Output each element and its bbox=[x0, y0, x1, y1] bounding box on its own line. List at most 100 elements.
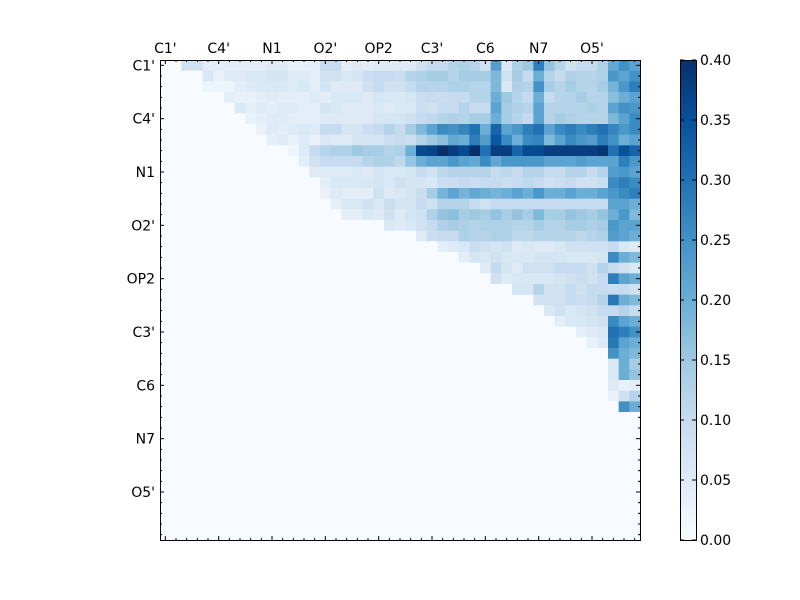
heatmap-cell bbox=[213, 422, 225, 434]
heatmap-cell bbox=[608, 444, 620, 456]
heatmap-cell bbox=[352, 433, 364, 445]
heatmap-cell bbox=[469, 220, 481, 232]
heatmap-cell bbox=[341, 476, 353, 488]
heatmap-cell bbox=[373, 358, 385, 370]
heatmap-cell bbox=[405, 209, 417, 221]
heatmap-cell bbox=[181, 156, 193, 168]
heatmap-cell bbox=[469, 305, 481, 317]
heatmap-cell bbox=[501, 177, 513, 189]
heatmap-cell bbox=[309, 209, 321, 221]
heatmap-cell bbox=[330, 134, 342, 146]
heatmap-cell bbox=[160, 209, 172, 221]
heatmap-cell bbox=[266, 124, 278, 136]
heatmap-cell bbox=[597, 294, 609, 306]
heatmap-cell bbox=[533, 529, 545, 541]
heatmap-cell bbox=[565, 145, 577, 157]
heatmap-cell bbox=[618, 230, 630, 242]
heatmap-cell bbox=[565, 188, 577, 200]
heatmap-cell bbox=[288, 401, 300, 413]
heatmap-cell bbox=[629, 369, 641, 381]
heatmap-cell bbox=[341, 369, 353, 381]
heatmap-cell bbox=[618, 454, 630, 466]
heatmap-cell bbox=[373, 166, 385, 178]
heatmap-cell bbox=[522, 241, 534, 253]
heatmap-cell bbox=[597, 284, 609, 296]
heatmap-cell bbox=[362, 273, 374, 285]
heatmap-cell bbox=[320, 220, 332, 232]
heatmap-cell bbox=[458, 60, 470, 72]
heatmap-cell bbox=[480, 188, 492, 200]
heatmap-cell bbox=[576, 476, 588, 488]
heatmap-cell bbox=[330, 454, 342, 466]
heatmap-cell bbox=[405, 326, 417, 338]
heatmap-cell bbox=[234, 518, 246, 530]
heatmap-cell bbox=[288, 284, 300, 296]
heatmap-cell bbox=[458, 241, 470, 253]
heatmap-cell bbox=[544, 124, 556, 136]
heatmap-cell bbox=[490, 412, 502, 424]
colorbar-tick-label: 0.35 bbox=[700, 113, 731, 129]
heatmap-cell bbox=[405, 422, 417, 434]
heatmap-cell bbox=[480, 358, 492, 370]
heatmap-cell bbox=[277, 145, 289, 157]
heatmap-cell bbox=[224, 241, 236, 253]
heatmap-cell bbox=[586, 166, 598, 178]
heatmap-cell bbox=[213, 166, 225, 178]
heatmap-cell bbox=[618, 145, 630, 157]
heatmap-cell bbox=[320, 337, 332, 349]
heatmap-cell bbox=[522, 70, 534, 82]
heatmap-cell bbox=[202, 60, 214, 72]
heatmap-cell bbox=[522, 305, 534, 317]
heatmap-cell bbox=[597, 177, 609, 189]
heatmap-cell bbox=[341, 156, 353, 168]
heatmap-cell bbox=[202, 390, 214, 402]
heatmap-cell bbox=[309, 230, 321, 242]
heatmap-cell bbox=[266, 444, 278, 456]
heatmap-cell bbox=[362, 465, 374, 477]
heatmap-cell bbox=[320, 166, 332, 178]
heatmap-cell bbox=[501, 70, 513, 82]
heatmap-cell bbox=[597, 134, 609, 146]
heatmap-cell bbox=[341, 348, 353, 360]
heatmap-cell bbox=[512, 188, 524, 200]
heatmap-cell bbox=[234, 70, 246, 82]
heatmap-cell bbox=[384, 508, 396, 520]
heatmap-cell bbox=[405, 390, 417, 402]
heatmap-cell bbox=[512, 369, 524, 381]
heatmap-cell bbox=[501, 316, 513, 328]
heatmap-cell bbox=[341, 294, 353, 306]
heatmap-cell bbox=[245, 465, 257, 477]
heatmap-cell bbox=[554, 486, 566, 498]
heatmap-cell bbox=[288, 412, 300, 424]
heatmap-cell bbox=[213, 188, 225, 200]
heatmap-cell bbox=[330, 102, 342, 114]
heatmap-cell bbox=[629, 348, 641, 360]
heatmap-cell bbox=[448, 294, 460, 306]
heatmap-cell bbox=[469, 380, 481, 392]
heatmap-cell bbox=[352, 252, 364, 264]
heatmap-cell bbox=[373, 262, 385, 274]
heatmap-cell bbox=[373, 326, 385, 338]
heatmap-cell bbox=[480, 444, 492, 456]
heatmap-cell bbox=[608, 60, 620, 72]
heatmap-cell bbox=[490, 134, 502, 146]
heatmap-cell bbox=[245, 134, 257, 146]
heatmap-cell bbox=[501, 230, 513, 242]
heatmap-cell bbox=[608, 262, 620, 274]
heatmap-cell bbox=[533, 252, 545, 264]
heatmap-cell bbox=[320, 454, 332, 466]
heatmap-cell bbox=[245, 358, 257, 370]
heatmap-cell bbox=[309, 316, 321, 328]
heatmap-cell bbox=[554, 92, 566, 104]
heatmap-cell bbox=[160, 145, 172, 157]
heatmap-cell bbox=[373, 198, 385, 210]
heatmap-cell bbox=[405, 476, 417, 488]
heatmap-cell bbox=[202, 316, 214, 328]
heatmap-cell bbox=[565, 305, 577, 317]
heatmap-cell bbox=[618, 198, 630, 210]
heatmap-cell bbox=[192, 209, 204, 221]
heatmap-cell bbox=[448, 454, 460, 466]
heatmap-cell bbox=[298, 529, 310, 541]
heatmap-cell bbox=[533, 390, 545, 402]
heatmap-cell bbox=[373, 145, 385, 157]
